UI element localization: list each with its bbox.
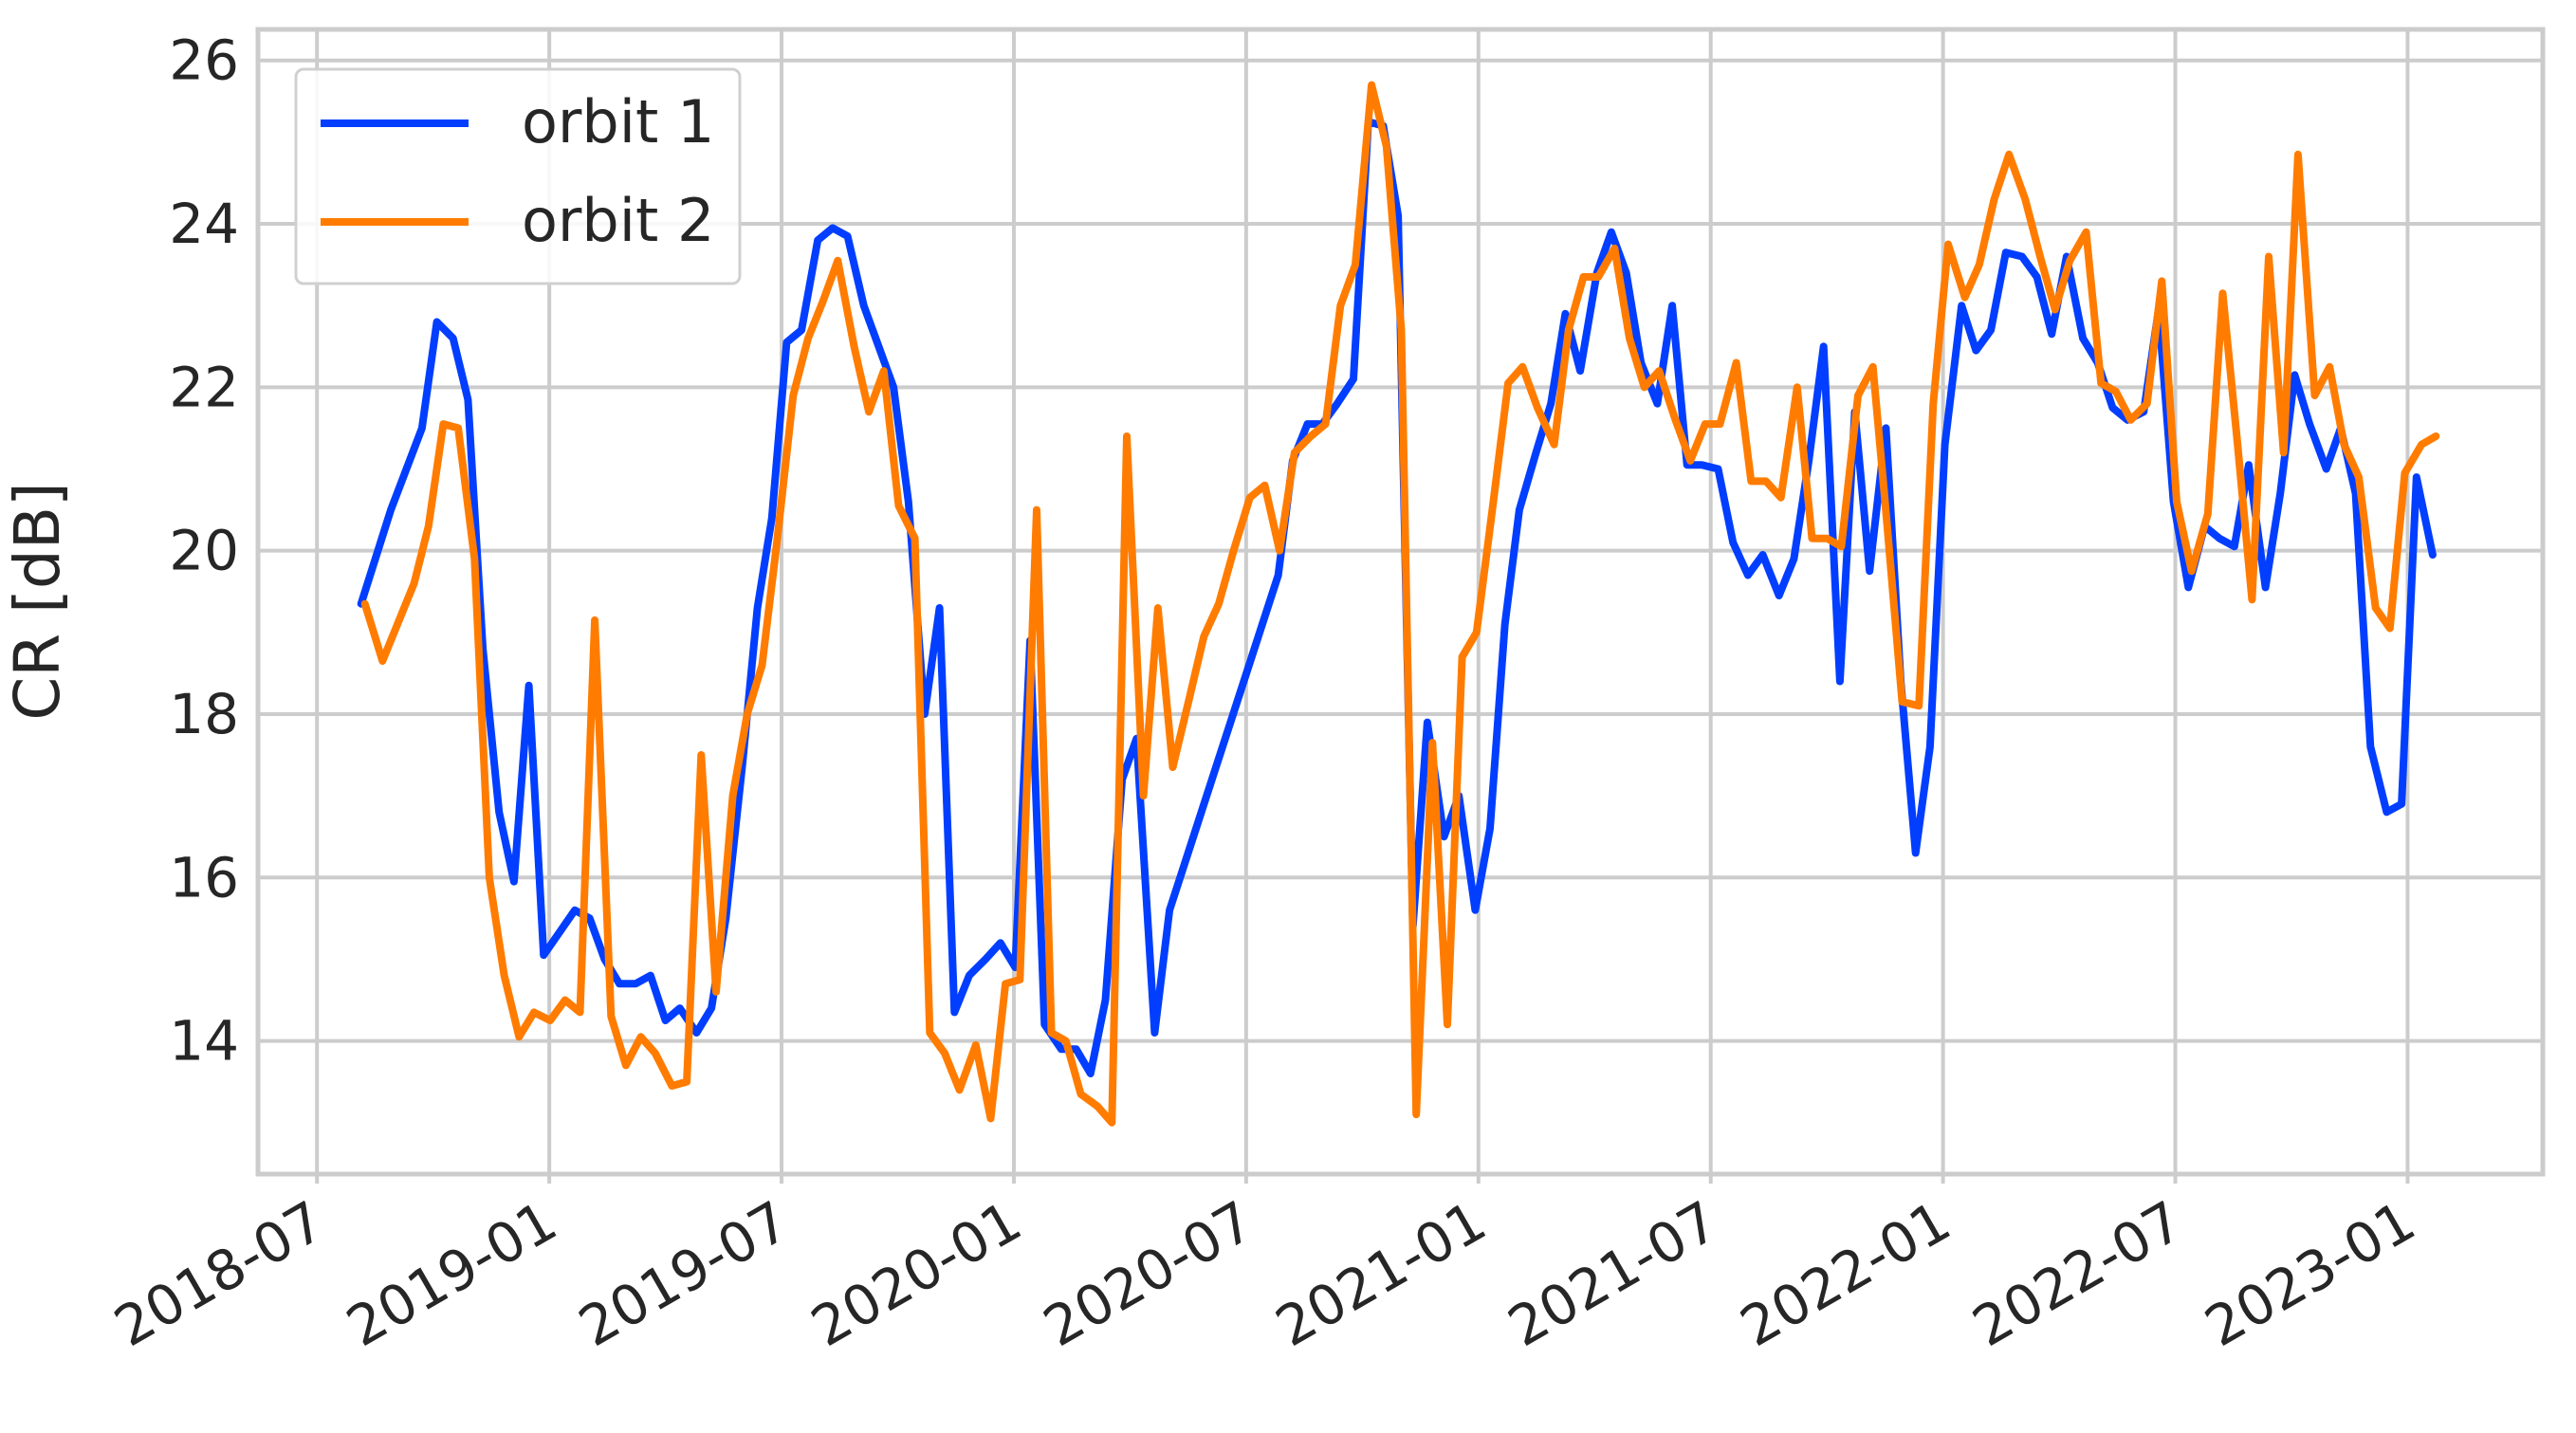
x-tick-label: 2020-07 bbox=[1033, 1188, 1264, 1359]
x-tick-label: 2020-01 bbox=[800, 1188, 1032, 1359]
y-tick-label: 18 bbox=[169, 682, 239, 746]
x-tick-label: 2019-07 bbox=[568, 1188, 800, 1359]
plot-frame bbox=[255, 27, 2546, 1177]
y-axis-label: CR [dB] bbox=[1, 482, 74, 721]
y-tick-label: 20 bbox=[169, 519, 239, 583]
y-tick-label: 16 bbox=[169, 845, 239, 909]
x-tick-label: 2023-01 bbox=[2195, 1188, 2426, 1359]
legend-label: orbit 2 bbox=[522, 186, 714, 255]
y-tick-label: 22 bbox=[169, 355, 239, 419]
y-tick-label: 14 bbox=[169, 1009, 239, 1074]
x-tick-label: 2022-07 bbox=[1962, 1188, 2194, 1359]
x-tick-label: 2021-01 bbox=[1265, 1188, 1497, 1359]
series-line bbox=[357, 118, 2437, 1077]
y-tick-label: 24 bbox=[169, 192, 239, 256]
series-line bbox=[360, 81, 2440, 1127]
y-tick-label: 26 bbox=[169, 28, 239, 93]
x-tick-label: 2018-07 bbox=[103, 1188, 335, 1359]
legend-label: orbit 1 bbox=[522, 87, 714, 156]
x-tick-label: 2021-07 bbox=[1498, 1188, 1729, 1359]
x-tick-label: 2022-01 bbox=[1730, 1188, 1961, 1359]
legend: orbit 1 orbit 2 bbox=[294, 67, 742, 285]
x-tick-label: 2019-01 bbox=[336, 1188, 567, 1359]
